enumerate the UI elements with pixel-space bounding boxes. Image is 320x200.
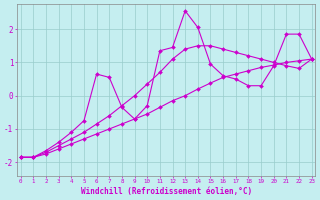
X-axis label: Windchill (Refroidissement éolien,°C): Windchill (Refroidissement éolien,°C)	[81, 187, 252, 196]
